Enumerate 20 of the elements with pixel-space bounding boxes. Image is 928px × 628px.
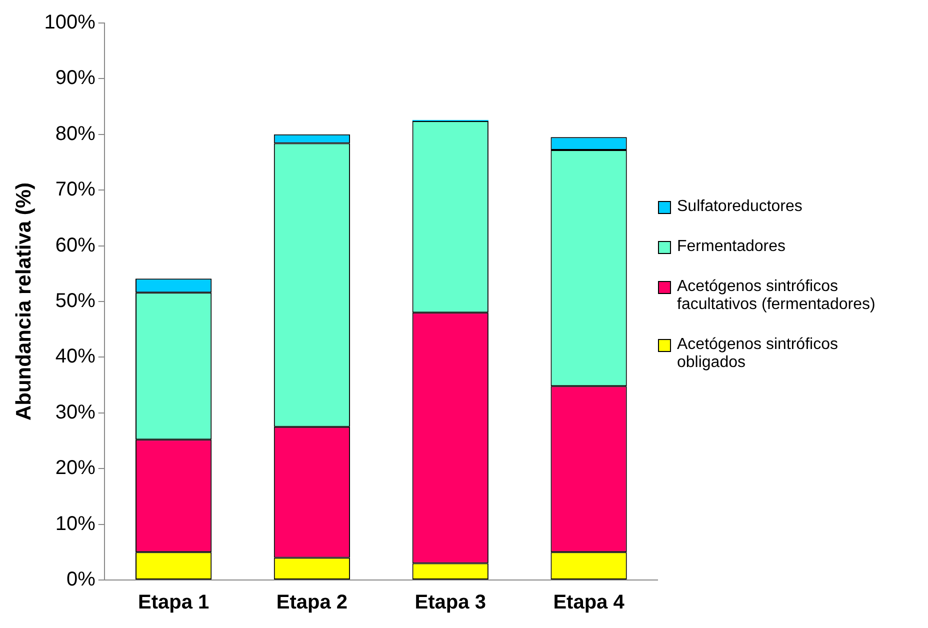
y-axis-title: Abundancia relativa (%) xyxy=(12,182,36,421)
legend-label: Acetógenos sintróficos facultativos (fermentadores) xyxy=(677,278,876,314)
y-tick-label: 70% xyxy=(55,178,96,201)
y-tick-label: 100% xyxy=(44,12,96,34)
y-tick-label: 0% xyxy=(66,568,96,591)
legend-label: Fermentadores xyxy=(677,238,786,256)
y-tick-label: 50% xyxy=(55,290,96,312)
x-tick-label: Etapa 2 xyxy=(276,592,348,614)
y-tick-label: 60% xyxy=(55,234,96,256)
y-tick-label: 40% xyxy=(55,346,96,368)
y-tick-label: 30% xyxy=(55,401,96,424)
x-tick-label: Etapa 1 xyxy=(138,592,210,614)
y-tick-label: 90% xyxy=(55,67,96,90)
legend-label: Acetógenos sintróficos obligados xyxy=(677,336,839,372)
y-tick-label: 20% xyxy=(55,457,96,480)
legend-label: Sulfatoreductores xyxy=(677,198,802,216)
x-tick-label: Etapa 3 xyxy=(414,592,486,614)
x-tick-label: Etapa 4 xyxy=(553,592,626,614)
y-tick-label: 10% xyxy=(55,512,96,535)
y-tick-label: 80% xyxy=(55,122,96,145)
